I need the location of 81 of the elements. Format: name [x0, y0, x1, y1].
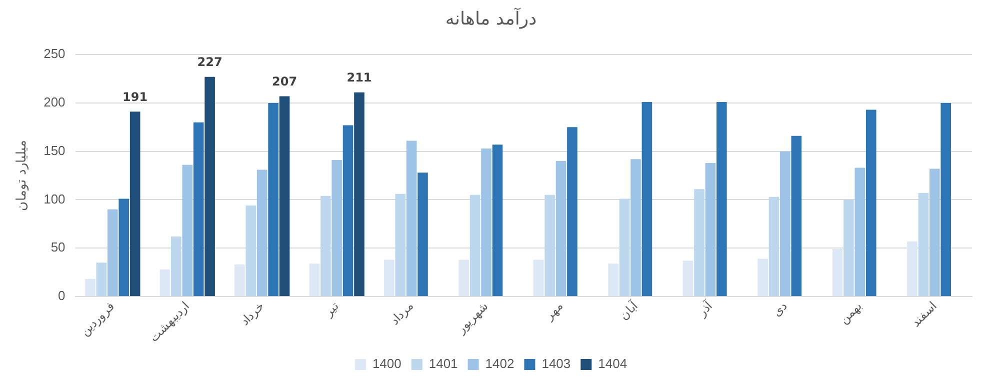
legend-label: 1400 — [372, 356, 402, 372]
bar — [768, 196, 780, 296]
bar — [395, 194, 406, 296]
bar — [193, 122, 204, 296]
bar — [608, 264, 618, 296]
x-tick-label: بهمن — [836, 299, 864, 327]
bar — [309, 264, 320, 296]
bar — [481, 148, 492, 296]
data-label: 207 — [272, 74, 298, 88]
bar — [556, 161, 566, 296]
bar — [940, 102, 951, 296]
legend-label: 1403 — [542, 356, 571, 372]
x-tick-label: اردیبهشت — [146, 299, 192, 344]
x-tick-label: شهریور — [453, 299, 491, 337]
bar — [96, 262, 107, 296]
bar — [279, 96, 290, 296]
data-label: 211 — [346, 70, 372, 84]
bar — [171, 236, 182, 296]
x-tick-label: دی — [770, 299, 790, 319]
x-tick-label: تیر — [320, 299, 342, 320]
x-tick-label: فروردین — [78, 299, 118, 339]
bar — [182, 164, 193, 296]
bar — [130, 112, 140, 296]
bar — [567, 127, 578, 296]
bar — [791, 136, 802, 296]
x-tick-label: اسفند — [908, 299, 940, 330]
legend-label: 1401 — [428, 356, 458, 372]
bar — [320, 196, 331, 296]
bar — [758, 258, 768, 296]
bar — [85, 279, 96, 296]
bar — [929, 168, 940, 296]
x-tick-label: خرداد — [238, 299, 267, 328]
y-axis-title: میلیارد تومان — [13, 140, 30, 211]
data-label: 227 — [197, 54, 222, 69]
bar — [256, 170, 268, 296]
bar — [694, 189, 704, 296]
x-tick-label: مرداد — [388, 299, 416, 328]
bar — [418, 172, 428, 296]
legend-label: 1402 — [485, 356, 514, 372]
bar — [107, 209, 118, 296]
bar — [619, 198, 630, 296]
bar — [918, 192, 929, 296]
bar — [354, 92, 364, 296]
y-tick-label: 200 — [44, 94, 66, 110]
bar — [406, 140, 417, 296]
bar — [492, 144, 503, 296]
legend-label: 1404 — [598, 356, 628, 372]
bar — [118, 198, 130, 296]
data-label: 191 — [122, 90, 148, 104]
bar — [458, 260, 470, 296]
y-tick-label: 250 — [44, 46, 66, 62]
bar — [780, 151, 790, 296]
x-tick-label: مهر — [541, 299, 566, 324]
bar — [384, 260, 394, 296]
bar — [246, 206, 256, 296]
bar — [907, 241, 918, 296]
bar — [866, 110, 876, 296]
y-tick-label: 0 — [58, 288, 66, 304]
bar — [716, 102, 727, 296]
bar — [630, 159, 641, 296]
bar — [705, 162, 716, 296]
bar — [854, 168, 866, 296]
chart-title: درآمد ماهانه — [445, 7, 537, 30]
bar — [470, 194, 480, 296]
bar — [642, 102, 652, 296]
x-tick-label: آبان — [616, 298, 641, 322]
y-tick-label: 50 — [50, 240, 66, 255]
bar — [682, 260, 694, 296]
bar — [342, 125, 354, 296]
x-tick-label: آذر — [694, 298, 716, 320]
y-tick-label: 100 — [44, 191, 66, 206]
bar — [204, 76, 215, 296]
bar — [533, 260, 544, 296]
bar — [844, 200, 854, 296]
bar — [234, 264, 245, 296]
bar — [268, 102, 278, 296]
bar — [332, 160, 342, 296]
bar — [160, 269, 170, 296]
y-tick-label: 150 — [44, 142, 66, 158]
bar — [832, 249, 843, 296]
bar — [544, 194, 555, 296]
